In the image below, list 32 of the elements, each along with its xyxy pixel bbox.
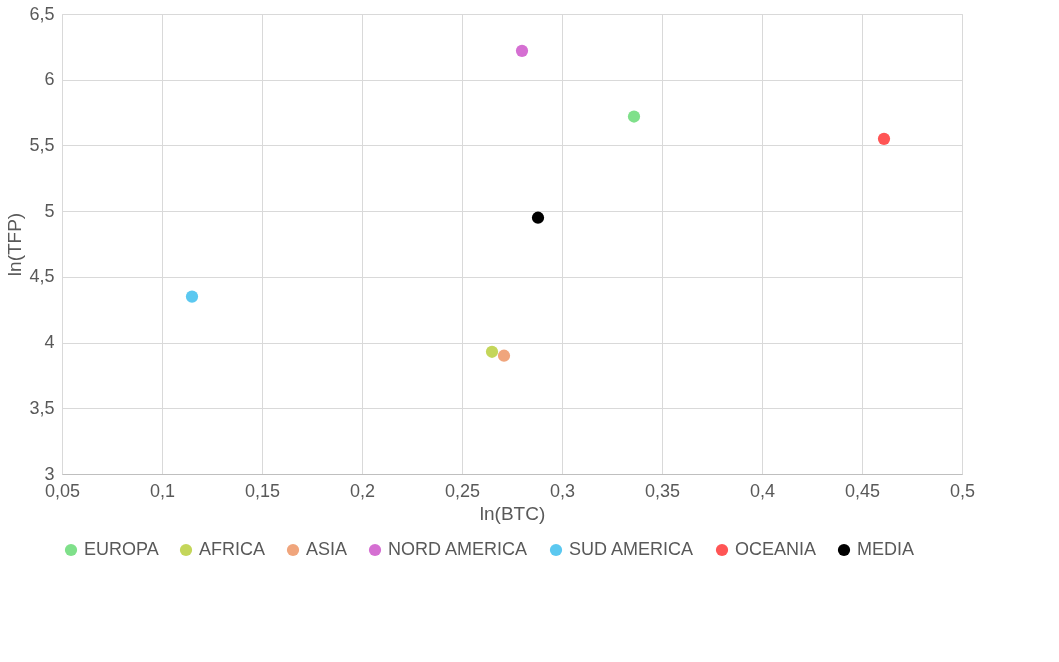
y-tick-label: 6 [44,69,55,90]
x-tick-label: 0,25 [444,480,481,501]
point [515,44,529,57]
y-axis-title: ln(TFP) [4,212,26,277]
y-tick-label: 5 [44,200,55,221]
x-tick-label: 0,45 [844,480,881,501]
legend-label: SUD AMERICA [569,539,694,559]
x-tick-label: 0,1 [149,480,176,501]
legend-label: AFRICA [199,539,266,559]
legend-label: EUROPA [84,539,159,559]
legend-label: OCEANIA [735,539,817,559]
x-tick-label: 0,35 [644,480,681,501]
x-tick-label: 0,2 [349,480,376,501]
point [531,211,545,224]
legend-label: ASIA [306,539,348,559]
point [877,132,891,145]
x-tick-label: 0,5 [949,480,976,501]
point [627,110,641,123]
y-tick-label: 5,5 [29,134,55,155]
y-tick-label: 3,5 [29,397,55,418]
legend-label: NORD AMERICA [388,539,528,559]
x-tick-label: 0,15 [244,480,281,501]
y-tick-label: 4 [44,332,55,353]
point [185,290,199,303]
y-tick-label: 4,5 [29,266,55,287]
x-tick-label: 0,3 [549,480,576,501]
point [497,349,511,362]
y-tick-label: 6,5 [29,3,55,24]
x-tick-label: 0,4 [749,480,776,501]
x-axis-title: ln(BTC) [479,502,546,524]
point [485,345,499,358]
legend-label: MEDIA [857,539,915,559]
